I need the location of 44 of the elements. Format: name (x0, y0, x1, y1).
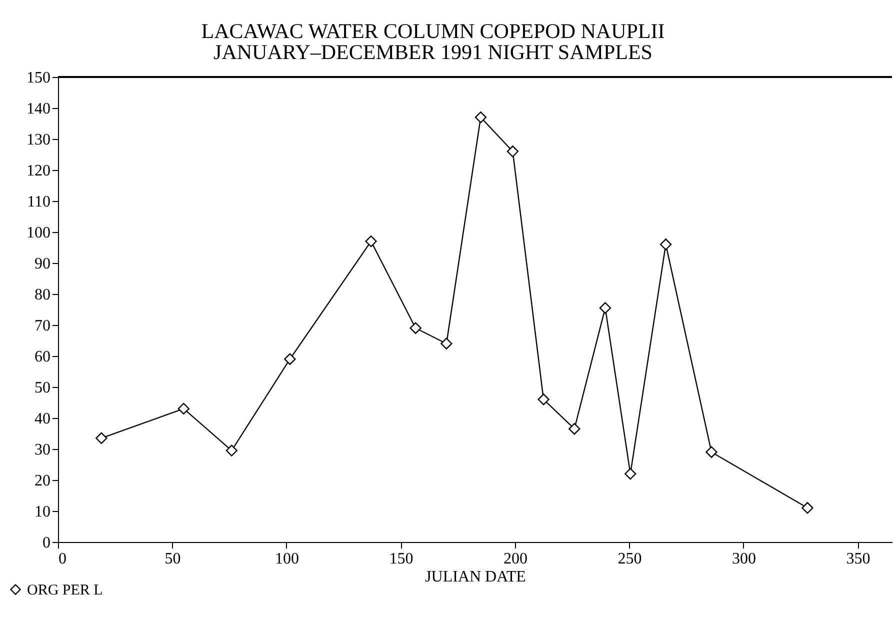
y-tick-label: 50 (34, 380, 50, 396)
x-tick-label: 100 (274, 550, 299, 568)
point (568, 423, 580, 435)
x-tick-label: 250 (618, 550, 642, 568)
chart-subtitle: JANUARY–DECEMBER 1991 NIGHT SAMPLES (214, 40, 652, 64)
y-tick-label: 120 (26, 162, 50, 180)
x-axis-title: JULIAN DATE (425, 568, 526, 586)
x-tick-label: 50 (164, 550, 181, 568)
x-tick-label: 150 (389, 550, 414, 568)
point (365, 235, 377, 248)
x-tick-label: 200 (503, 550, 528, 568)
y-tick-label: 10 (34, 504, 50, 520)
legend-label: ORG PER L (27, 582, 103, 598)
point (474, 111, 487, 124)
x-tick-label: 300 (732, 550, 756, 568)
point (706, 446, 718, 458)
y-tick-label: 140 (26, 100, 50, 118)
y-tick-label: 130 (26, 132, 50, 148)
x-tick-label: 350 (846, 550, 870, 568)
point (599, 302, 612, 314)
y-tick-label: 20 (34, 472, 50, 490)
chart-title: LACAWAC WATER COLUMN COPEPOD NAUPLII (201, 19, 665, 43)
point (410, 322, 422, 334)
point (624, 468, 636, 480)
point (660, 238, 672, 250)
y-tick-label: 40 (34, 410, 50, 428)
point (284, 353, 296, 365)
y-tick-label: 0 (42, 534, 50, 552)
point (506, 146, 519, 158)
x-tick-label: 0 (58, 550, 66, 568)
point (440, 338, 452, 350)
y-tick-label: 100 (26, 224, 50, 242)
y-tick-label: 110 (27, 194, 50, 210)
point (178, 402, 190, 415)
y-tick-label: 70 (34, 318, 50, 334)
y-tick-label: 30 (34, 442, 50, 458)
point (96, 432, 108, 444)
y-tick-label: 90 (34, 256, 50, 272)
point (538, 394, 550, 406)
point (226, 444, 238, 456)
y-tick-label: 80 (34, 286, 50, 304)
y-tick-label: 60 (34, 348, 50, 366)
y-tick-label: 150 (26, 70, 50, 86)
point (802, 502, 814, 514)
